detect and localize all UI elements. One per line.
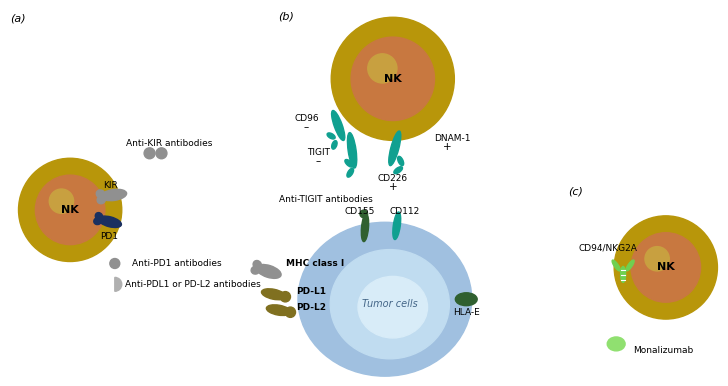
Ellipse shape [96,190,105,198]
Ellipse shape [95,213,103,220]
Ellipse shape [361,214,368,242]
Ellipse shape [98,216,122,227]
Circle shape [156,148,167,159]
Text: Anti-PD1 antibodies: Anti-PD1 antibodies [132,259,221,268]
Ellipse shape [266,305,291,315]
Text: NK: NK [384,74,402,84]
Ellipse shape [331,250,449,359]
Text: Monalizumab: Monalizumab [633,346,693,356]
Ellipse shape [97,195,106,204]
Text: NK: NK [657,262,675,273]
Text: Anti-TIGIT antibodies: Anti-TIGIT antibodies [279,195,372,205]
Text: KIR: KIR [103,181,118,190]
Circle shape [285,307,296,317]
Text: DNAM-1: DNAM-1 [435,134,471,143]
Text: +: + [443,142,452,152]
Circle shape [351,37,435,120]
Text: CD112: CD112 [389,207,420,217]
Ellipse shape [101,189,127,201]
Text: Tumor cells: Tumor cells [362,299,418,309]
Ellipse shape [332,141,337,149]
Circle shape [645,247,669,271]
Text: HLA-E: HLA-E [453,308,480,317]
Text: (b): (b) [279,11,295,21]
Text: Anti-PDL1 or PD-L2 antibodies: Anti-PDL1 or PD-L2 antibodies [124,280,261,289]
Text: Anti-KIR antibodies: Anti-KIR antibodies [126,139,213,148]
Ellipse shape [253,261,261,269]
Ellipse shape [345,159,353,167]
Ellipse shape [347,168,354,177]
Circle shape [36,175,105,245]
Ellipse shape [347,133,357,168]
Wedge shape [115,278,122,291]
Ellipse shape [331,110,345,141]
Text: CD155: CD155 [345,207,375,217]
Circle shape [50,189,74,213]
Ellipse shape [327,133,335,139]
Ellipse shape [261,289,286,300]
Circle shape [110,259,120,268]
Text: +: + [389,182,397,192]
Circle shape [368,54,397,83]
Ellipse shape [621,266,625,282]
Ellipse shape [358,276,427,338]
Ellipse shape [626,260,634,271]
Ellipse shape [256,264,281,278]
Ellipse shape [94,218,102,225]
Ellipse shape [612,260,620,271]
Circle shape [18,158,122,261]
Text: –: – [304,122,309,132]
Ellipse shape [455,293,477,306]
Text: NK: NK [61,205,79,215]
Circle shape [280,291,290,302]
Text: TIGIT: TIGIT [306,148,330,157]
Text: PD-L2: PD-L2 [296,303,326,312]
Text: (c): (c) [569,187,583,197]
Text: PD-L1: PD-L1 [296,287,326,296]
Ellipse shape [394,167,403,174]
Circle shape [331,17,454,141]
Ellipse shape [389,131,401,166]
Ellipse shape [397,156,403,166]
Text: MHC class I: MHC class I [285,259,344,268]
Circle shape [144,148,155,159]
Circle shape [360,210,368,218]
Text: –: – [316,156,321,166]
Ellipse shape [607,337,625,351]
Text: CD226: CD226 [378,174,408,183]
Circle shape [614,216,717,319]
Ellipse shape [393,212,400,240]
Text: PD1: PD1 [100,232,118,241]
Text: CD94/NKG2A: CD94/NKG2A [579,243,637,252]
Circle shape [631,233,700,302]
Text: (a): (a) [11,13,26,23]
Ellipse shape [251,266,260,274]
Ellipse shape [298,222,472,376]
Text: CD96: CD96 [294,114,319,123]
